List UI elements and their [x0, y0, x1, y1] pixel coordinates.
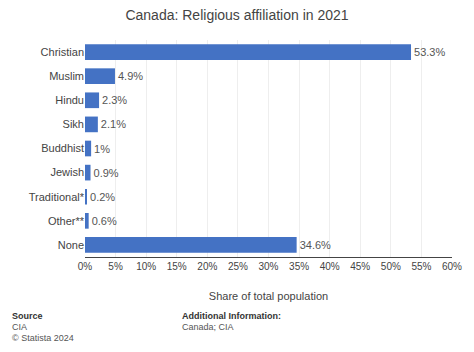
svg-text:© Statista 2024: © Statista 2024 [12, 333, 74, 343]
svg-text:Additional Information:: Additional Information: [182, 311, 281, 321]
svg-text:50%: 50% [381, 261, 401, 272]
svg-text:Source: Source [12, 311, 43, 321]
svg-text:0.6%: 0.6% [92, 215, 117, 227]
svg-text:Traditional*: Traditional* [29, 191, 85, 203]
svg-text:Hindu: Hindu [55, 94, 84, 106]
svg-text:55%: 55% [411, 261, 431, 272]
svg-text:25%: 25% [228, 261, 248, 272]
svg-text:34.6%: 34.6% [300, 239, 331, 251]
svg-text:15%: 15% [167, 261, 187, 272]
svg-text:Share of total population: Share of total population [209, 290, 328, 302]
svg-text:10%: 10% [136, 261, 156, 272]
svg-text:45%: 45% [350, 261, 370, 272]
svg-text:40%: 40% [320, 261, 340, 272]
svg-text:Christian: Christian [41, 46, 84, 58]
svg-text:30%: 30% [258, 261, 278, 272]
svg-text:4.9%: 4.9% [118, 70, 143, 82]
svg-text:2.1%: 2.1% [101, 118, 126, 130]
svg-text:1%: 1% [94, 143, 110, 155]
svg-text:0%: 0% [78, 261, 93, 272]
svg-text:Other**: Other** [48, 215, 85, 227]
svg-text:20%: 20% [197, 261, 217, 272]
svg-text:5%: 5% [108, 261, 123, 272]
svg-text:Canada: Religious affiliation: Canada: Religious affiliation in 2021 [125, 7, 348, 23]
svg-text:Buddhist: Buddhist [41, 142, 84, 154]
svg-text:CIA: CIA [12, 322, 27, 332]
svg-text:Jewish: Jewish [50, 166, 84, 178]
svg-text:Sikh: Sikh [63, 118, 84, 130]
svg-text:2.3%: 2.3% [102, 94, 127, 106]
svg-text:53.3%: 53.3% [414, 46, 445, 58]
svg-text:0.2%: 0.2% [90, 191, 115, 203]
svg-text:Canada; CIA: Canada; CIA [182, 322, 234, 332]
svg-text:35%: 35% [289, 261, 309, 272]
svg-text:None: None [58, 239, 84, 251]
svg-text:0.9%: 0.9% [94, 167, 119, 179]
svg-text:Muslim: Muslim [49, 70, 84, 82]
svg-text:60%: 60% [442, 261, 462, 272]
